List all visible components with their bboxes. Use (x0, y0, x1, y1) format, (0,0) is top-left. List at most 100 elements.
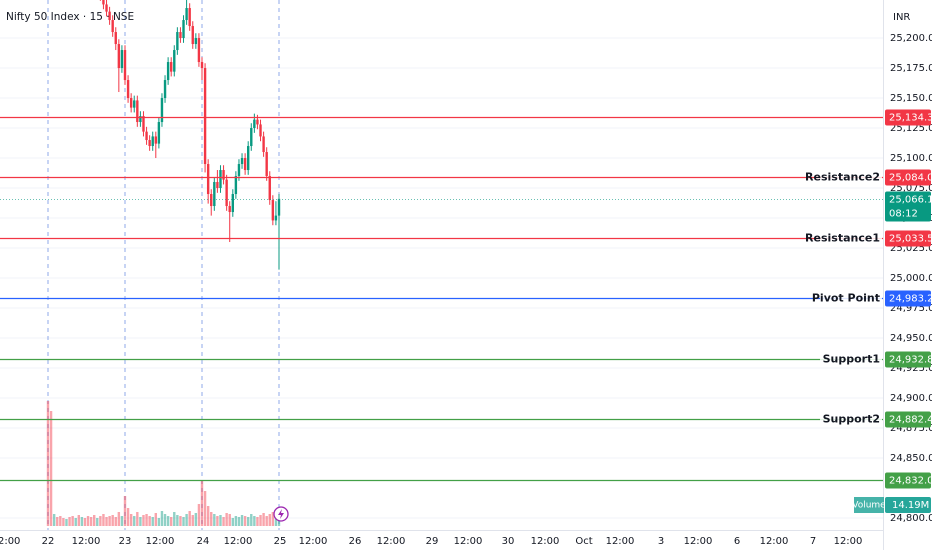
volume-bar (213, 514, 216, 526)
y-tick-label: 24,950.00 (890, 333, 932, 344)
candle-body (271, 200, 275, 221)
y-tick-label: 24,975.00 (890, 303, 932, 314)
volume-bar (210, 512, 213, 526)
volume-last-label: 14.19M (892, 500, 929, 511)
volume-bar (247, 517, 250, 526)
volume-bar (68, 517, 71, 526)
x-tick-label: 12:00 (454, 536, 483, 547)
level-badge-label: 24,932.80 (889, 355, 932, 366)
x-tick-label: 22 (42, 536, 55, 547)
candle-body (225, 179, 228, 207)
volume-bar (216, 516, 219, 526)
alert-icon-bolt (278, 509, 284, 519)
y-tick-label: 24,875.00 (890, 423, 932, 434)
candle-body (206, 164, 210, 195)
volume-bar (222, 517, 225, 526)
level-badge (885, 290, 931, 307)
volume-bar (228, 514, 231, 526)
level-badge-label: 25,084.00 (889, 173, 932, 184)
y-tick-label: 25,175.00 (890, 63, 932, 74)
volume-bar (262, 513, 265, 526)
x-tick-label: 30 (502, 536, 515, 547)
volume-bar (259, 515, 262, 526)
x-tick-label: 12:00 (146, 536, 175, 547)
level-name: Resistance1 (805, 232, 880, 245)
x-tick-label: 12:00 (531, 536, 560, 547)
volume-bar (74, 518, 77, 526)
candle-body (268, 176, 271, 201)
candle-body (262, 136, 265, 153)
volume-bar (219, 515, 222, 526)
candle-body (274, 215, 278, 221)
x-tick-label: 12:00 (377, 536, 406, 547)
volume-bar (136, 512, 139, 526)
volume-bar (191, 515, 194, 526)
volume-bar (62, 518, 65, 526)
level-badge (885, 230, 931, 247)
x-tick-label: 7 (810, 536, 816, 547)
volume-bar (234, 516, 238, 526)
candle-body (136, 100, 139, 123)
candle-body (243, 158, 247, 171)
level-badge (885, 472, 931, 489)
candle-body (151, 136, 154, 147)
x-tick-label: 12:00 (606, 536, 635, 547)
y-tick-label: 25,150.00 (890, 93, 932, 104)
chart-title: Nifty 50 Index · 15 · NSE (6, 11, 134, 23)
candle-body (157, 122, 161, 144)
x-tick-label: 23 (119, 536, 132, 547)
volume-bar (93, 515, 96, 526)
volume-bar (173, 512, 176, 526)
volume-bar (46, 401, 50, 526)
y-tick-label: 25,100.00 (890, 153, 932, 164)
countdown: 08:12 (889, 209, 918, 220)
y-tick-label: 24,800.00 (890, 513, 932, 524)
y-tick-label: 25,025.00 (890, 243, 932, 254)
x-tick-label: Oct (575, 536, 592, 547)
volume-bar (126, 508, 130, 526)
last-price-label: 25,066.10 (889, 195, 932, 206)
level-badge-label: 25,134.35 (889, 113, 932, 124)
x-tick-label: 12:00 (299, 536, 328, 547)
candle-body (250, 128, 253, 147)
x-tick-label: 12:00 (684, 536, 713, 547)
volume-bar (56, 517, 59, 526)
candle-body (240, 158, 244, 165)
volume-bar (142, 515, 145, 526)
volume-bar (102, 514, 105, 526)
price-badges: 25,134.3525,084.0025,033.5524,983.2024,9… (852, 109, 932, 513)
candle-body (173, 50, 176, 72)
volume-bar (166, 516, 170, 526)
y-tick-label: 24,900.00 (890, 393, 932, 404)
candle-body (253, 119, 256, 129)
volume-bar (123, 496, 127, 526)
x-tick-label: 29 (426, 536, 439, 547)
x-tick-label: 24 (197, 536, 210, 547)
level-badge-label: 24,832.00 (889, 476, 932, 487)
volume-bar (170, 517, 173, 526)
volume-bar (157, 518, 161, 526)
last-price-badge (885, 191, 931, 222)
x-tick-label: 12:00 (224, 536, 253, 547)
volume-bar (99, 516, 102, 526)
volume-pane (46, 401, 281, 526)
x-tick-label: 12:00 (72, 536, 101, 547)
volume-bar (108, 516, 111, 526)
volume-bar (129, 514, 133, 526)
volume-bar (49, 411, 53, 526)
volume-bar (179, 516, 182, 526)
level-name: Pivot Point (812, 292, 880, 305)
x-tick-label: 12:00 (834, 536, 863, 547)
candle-body (179, 32, 182, 39)
y-tick-label: 25,200.00 (890, 33, 932, 44)
volume-bar (120, 516, 124, 526)
candle-body (123, 50, 127, 81)
level-name-bg (820, 230, 882, 247)
level-name: Support1 (823, 353, 880, 366)
volume-bar (188, 511, 191, 526)
candle-body (200, 62, 204, 69)
x-tick-label: 12:00 (760, 536, 789, 547)
volume-bar (253, 516, 256, 526)
volume-bar (250, 514, 253, 526)
